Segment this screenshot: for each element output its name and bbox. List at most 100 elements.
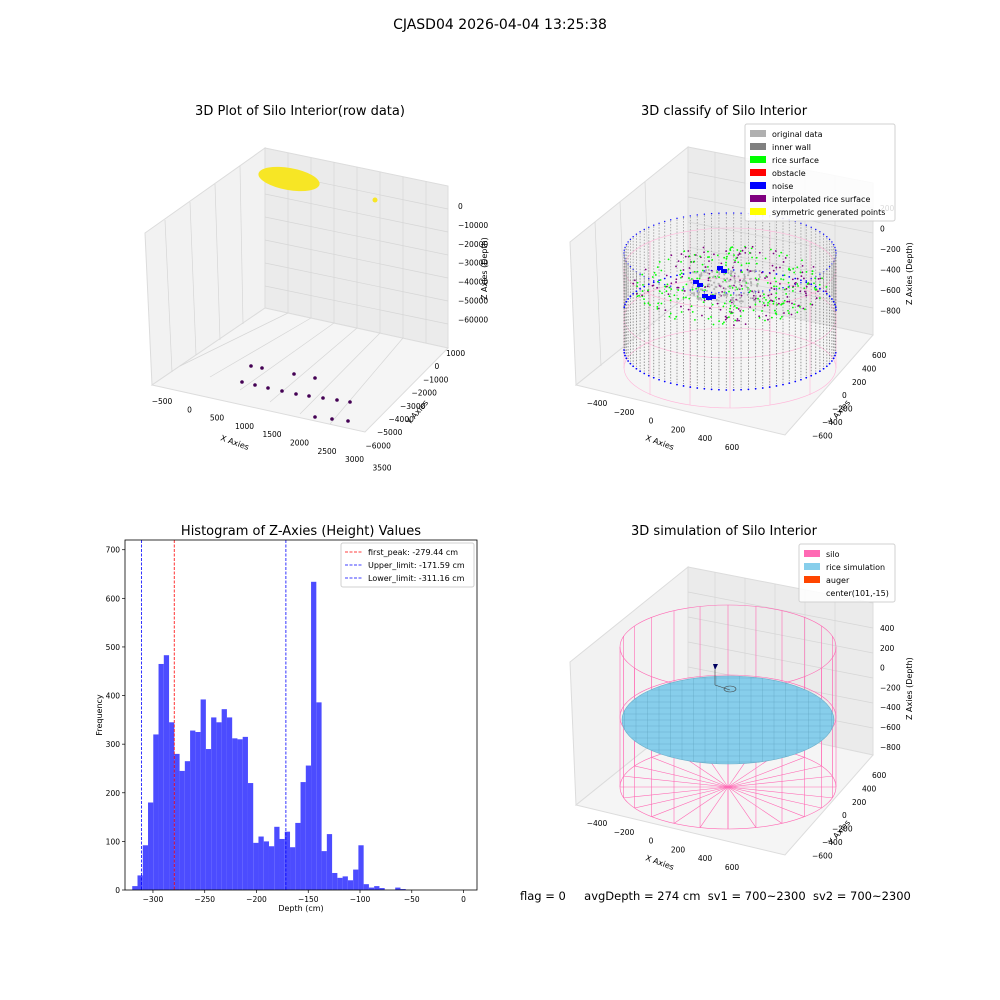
- panel2-surface-point: [778, 297, 780, 300]
- histogram-ylabel: Frequency: [95, 694, 104, 736]
- panel2-surface-point: [739, 279, 741, 282]
- panel2-original-point: [730, 299, 733, 302]
- panel2-surface-point: [779, 317, 782, 320]
- panel2-xtick: 0: [649, 417, 654, 426]
- panel2-noise-point: [658, 282, 660, 284]
- panel4-silo-floor-wire: [623, 786, 729, 799]
- panel2-noise-point: [676, 274, 678, 277]
- panel2-surface-point: [665, 290, 668, 293]
- panel2-surface-point: [722, 305, 725, 308]
- panel4-axes: −400 −200 0 200 400 600 600 400 200 0 −200 −400 −600…: [569, 543, 914, 872]
- panel1-xtick: 2500: [317, 447, 336, 456]
- panel2-surface-point: [707, 266, 709, 268]
- panel2-axes: −400 −200 0 200 400 600 600 400 200 0 −200 −400 −600…: [569, 123, 914, 452]
- panel2-surface-point: [695, 287, 698, 290]
- panel2-noise-point: [625, 243, 628, 246]
- status-line: flag = 0 avgDepth = 274 cm sv1 = 700~230…: [520, 889, 911, 903]
- histogram-bar: [305, 765, 312, 890]
- panel2-surface-point: [708, 272, 711, 275]
- panel2-surface-point: [677, 260, 680, 263]
- panel2-surface-point: [782, 302, 785, 305]
- panel2-surface-point: [817, 290, 819, 293]
- panel2-original-point: [758, 298, 761, 301]
- panel2-noise-point: [835, 249, 837, 251]
- panel2-noise-point: [794, 380, 797, 383]
- panel2-surface-point: [675, 278, 678, 281]
- panel2-surface-point: [775, 292, 778, 295]
- panel2-noise-point: [625, 300, 628, 303]
- panel1-point: [307, 394, 311, 398]
- panel2-noise-cluster: [721, 269, 727, 273]
- panel2-surface-point: [782, 261, 785, 263]
- histogram-bar: [211, 717, 217, 890]
- panel2-surface-point: [739, 310, 742, 312]
- panel2-original-point: [727, 285, 730, 288]
- panel2-surface-point: [763, 304, 766, 307]
- panel2-noise-point: [632, 292, 635, 295]
- panel2-surface-point: [733, 254, 735, 257]
- panel2-original-point: [699, 297, 702, 300]
- panel1-xtick: −500: [152, 397, 173, 406]
- panel4-ztick: −800: [880, 743, 901, 752]
- panel2-original-point: [752, 299, 755, 302]
- panel1-xtick: 0: [187, 405, 192, 414]
- panel2-original-point: [743, 273, 746, 276]
- panel2-surface-point: [775, 266, 778, 269]
- histogram-bar: [358, 845, 364, 890]
- panel2-original-point: [723, 273, 726, 276]
- histogram-xtick: −250: [194, 895, 215, 904]
- panel2-surface-point: [779, 266, 781, 269]
- panel4-silo-floor-wire: [727, 786, 757, 828]
- panel2-surface-point: [755, 262, 758, 265]
- panel2-surface-point: [752, 309, 755, 312]
- panel2-surface-point: [707, 317, 710, 320]
- panel2-surface-point: [788, 267, 790, 270]
- panel4-silo-floor-wire: [673, 786, 729, 824]
- panel2-surface-point: [758, 300, 761, 303]
- panel2-surface-point: [723, 302, 726, 305]
- panel2-original-point: [693, 293, 696, 296]
- panel2-surface-point: [720, 262, 723, 265]
- panel2-surface-point: [704, 286, 706, 289]
- panel4-silo-floor-wire: [727, 786, 833, 799]
- panel2-original-point: [725, 280, 728, 283]
- panel2-surface-point: [736, 307, 739, 309]
- panel2-noise-point: [647, 283, 650, 286]
- panel2-surface-point: [751, 245, 754, 248]
- panel4-title: 3D simulation of Silo Interior: [631, 524, 817, 539]
- panel1-ytick: −5000: [377, 428, 403, 437]
- panel2-surface-point: [688, 255, 691, 258]
- panel2-surface-point: [786, 254, 788, 257]
- panel2-surface-point: [687, 250, 690, 252]
- panel2-surface-point: [764, 277, 766, 279]
- panel2-noise-point: [627, 241, 629, 243]
- panel2-surface-point: [636, 292, 638, 295]
- histogram-xtick: 0: [461, 895, 466, 904]
- panel2-noise-point: [740, 269, 742, 272]
- panel2-surface-point: [730, 311, 733, 314]
- panel2-surface-point: [728, 252, 731, 255]
- panel2-original-point: [758, 276, 761, 279]
- panel2-surface-point: [737, 254, 740, 256]
- panel2-ytick: −200: [832, 405, 853, 414]
- histogram-bar: [300, 782, 306, 890]
- panel2-surface-point: [661, 292, 664, 295]
- panel4-silo-floor-wire: [634, 786, 729, 809]
- panel2-surface-point: [680, 253, 683, 255]
- panel2-surface-point: [728, 285, 731, 288]
- panel2-surface-point: [729, 294, 732, 297]
- panel2-original-point: [727, 271, 730, 274]
- histogram-bar: [395, 887, 401, 890]
- panel2-surface-point: [791, 302, 793, 305]
- histogram-ytick: 600: [106, 594, 121, 603]
- panel2-original-point: [700, 298, 703, 301]
- panel2-xtick: −400: [587, 399, 608, 408]
- panel2-surface-point: [755, 278, 758, 281]
- panel2-surface-point: [813, 286, 816, 289]
- panel2-surface-point: [683, 290, 686, 292]
- panel2-noise-point: [689, 289, 691, 291]
- panel2-original-point: [720, 285, 723, 288]
- panel2-original-point: [734, 279, 737, 282]
- panel2-original-point: [689, 279, 692, 282]
